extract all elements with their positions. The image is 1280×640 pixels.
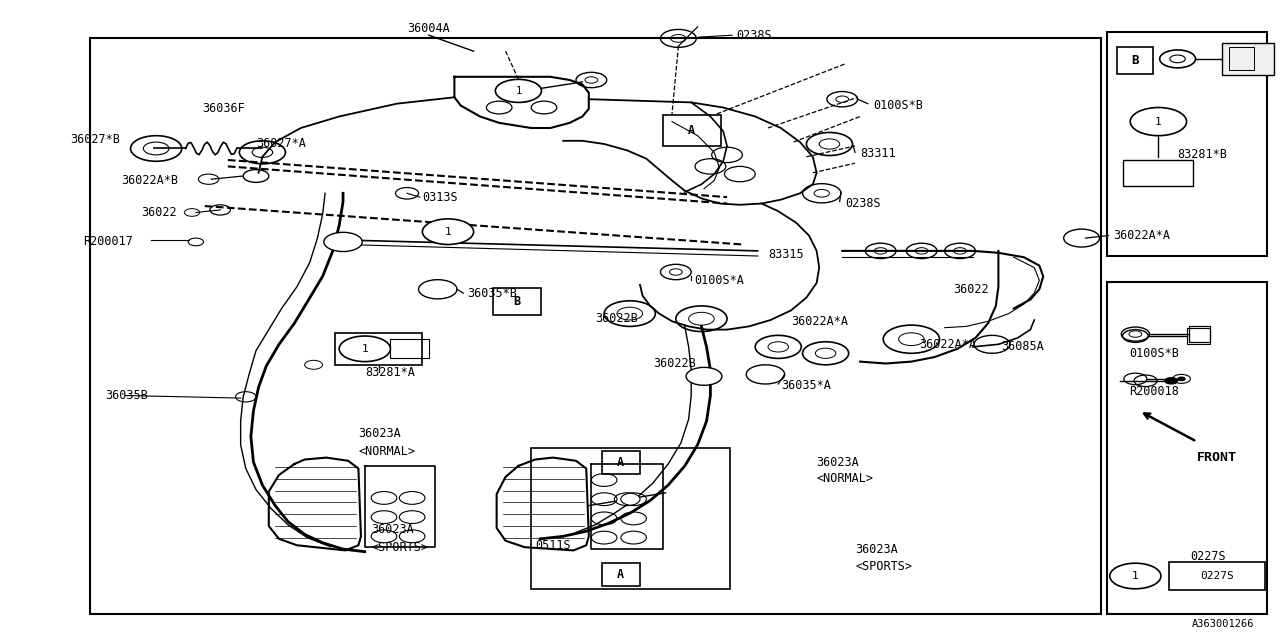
Text: 1: 1	[361, 344, 369, 354]
Text: 36085A: 36085A	[1001, 340, 1043, 353]
Text: 36023A: 36023A	[855, 543, 897, 556]
Text: 36023A: 36023A	[817, 456, 859, 468]
Text: R200017: R200017	[83, 236, 133, 248]
Bar	[531, 448, 730, 589]
Text: 36036F: 36036F	[202, 102, 246, 115]
Text: FRONT: FRONT	[1197, 451, 1236, 464]
Text: 83315: 83315	[768, 248, 804, 261]
Text: 36022B: 36022B	[595, 312, 637, 325]
Text: 36022B: 36022B	[653, 357, 695, 370]
Bar	[335, 333, 422, 365]
Text: 1: 1	[1132, 571, 1139, 581]
Bar	[1229, 47, 1254, 70]
Text: 36022A*B: 36022A*B	[122, 174, 179, 187]
Text: B: B	[1132, 54, 1139, 67]
Circle shape	[495, 79, 541, 102]
Text: 0313S: 0313S	[422, 191, 458, 204]
Text: A: A	[687, 124, 695, 137]
Circle shape	[1165, 378, 1178, 384]
Circle shape	[686, 367, 722, 385]
Text: 36035*B: 36035*B	[467, 287, 517, 300]
Text: A: A	[617, 568, 625, 581]
Text: 83281*A: 83281*A	[365, 366, 415, 379]
Bar	[1117, 47, 1153, 74]
Text: 0511S: 0511S	[535, 539, 571, 552]
Text: 36004A: 36004A	[407, 22, 451, 35]
Bar	[1187, 328, 1210, 344]
Text: <NORMAL>: <NORMAL>	[817, 472, 874, 485]
Text: 0100S*A: 0100S*A	[694, 274, 744, 287]
Bar	[90, 38, 1101, 614]
Text: <SPORTS>: <SPORTS>	[855, 560, 913, 573]
Bar	[1169, 562, 1265, 590]
Bar	[602, 451, 640, 474]
Text: <NORMAL>: <NORMAL>	[358, 445, 416, 458]
Circle shape	[1130, 108, 1187, 136]
Bar	[1107, 32, 1267, 256]
Text: B: B	[513, 295, 521, 308]
Bar	[390, 339, 429, 358]
Text: 36035*A: 36035*A	[781, 379, 831, 392]
Text: 1: 1	[444, 227, 452, 237]
Text: 0227S: 0227S	[1190, 550, 1226, 563]
Text: 0238S: 0238S	[736, 29, 772, 42]
Text: 0100S*B: 0100S*B	[1129, 347, 1179, 360]
Circle shape	[324, 232, 362, 252]
Circle shape	[339, 336, 390, 362]
Circle shape	[422, 219, 474, 244]
Text: 36035B: 36035B	[105, 389, 147, 402]
Bar	[1222, 43, 1274, 75]
Text: 36023A: 36023A	[358, 428, 401, 440]
Text: 1: 1	[516, 86, 521, 96]
Circle shape	[1178, 377, 1185, 381]
Text: 36022A*A: 36022A*A	[919, 338, 977, 351]
Text: 0227S: 0227S	[1201, 571, 1234, 581]
Circle shape	[1110, 563, 1161, 589]
Text: 0238S: 0238S	[845, 197, 881, 210]
Text: 36022A*A: 36022A*A	[1114, 229, 1171, 242]
Text: 36022: 36022	[141, 206, 177, 219]
Text: A363001266: A363001266	[1192, 619, 1254, 629]
Bar	[493, 288, 541, 315]
Text: 0100S*B: 0100S*B	[873, 99, 923, 112]
Text: 36022A*A: 36022A*A	[791, 315, 849, 328]
Text: 36023A: 36023A	[371, 524, 413, 536]
Text: 36027*B: 36027*B	[70, 133, 120, 146]
Text: 83281*B: 83281*B	[1178, 148, 1228, 161]
Text: <SPORTS>: <SPORTS>	[371, 541, 429, 554]
Bar	[602, 563, 640, 586]
Text: R200018: R200018	[1129, 385, 1179, 398]
Text: 36027*A: 36027*A	[256, 137, 306, 150]
Bar	[663, 115, 721, 146]
Text: 83311: 83311	[860, 147, 896, 160]
Text: 1: 1	[1155, 116, 1162, 127]
Circle shape	[614, 493, 640, 506]
Text: A: A	[617, 456, 625, 468]
Bar	[1189, 326, 1210, 342]
Bar	[1123, 160, 1193, 186]
Text: 36022: 36022	[954, 283, 989, 296]
Bar	[1107, 282, 1267, 614]
